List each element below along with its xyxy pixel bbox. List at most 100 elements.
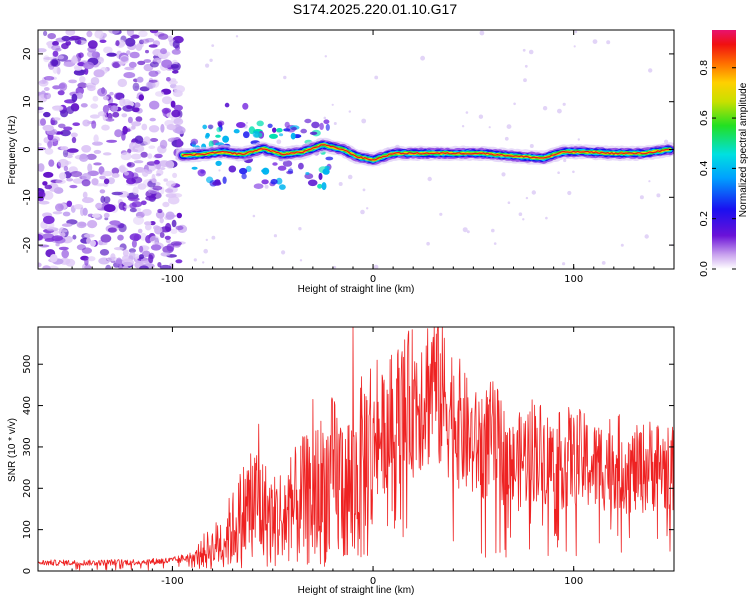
noise-dot xyxy=(506,124,512,129)
noise-blob xyxy=(87,170,99,177)
noise-dot xyxy=(557,171,560,174)
noise-blob xyxy=(75,92,83,99)
noise-blob xyxy=(92,95,99,102)
noise-blob xyxy=(103,204,116,213)
noise-blob xyxy=(128,61,137,68)
noise-blob xyxy=(72,234,77,240)
transition-blob xyxy=(241,173,247,180)
noise-blob xyxy=(149,61,159,68)
noise-blob xyxy=(160,252,171,257)
noise-dot xyxy=(420,55,425,61)
noise-blob xyxy=(140,200,147,206)
noise-blob xyxy=(137,228,143,234)
transition-blob xyxy=(277,165,287,171)
noise-dot xyxy=(426,241,430,246)
noise-blob xyxy=(161,96,173,105)
noise-blob xyxy=(132,186,139,196)
noise-blob xyxy=(86,237,91,244)
noise-blob xyxy=(107,177,115,185)
noise-blob xyxy=(129,202,137,209)
noise-dot xyxy=(298,227,302,231)
noise-blob xyxy=(38,200,50,205)
noise-blob xyxy=(63,126,73,131)
transition-blob xyxy=(282,160,293,167)
noise-blob xyxy=(82,119,91,127)
noise-blob xyxy=(170,100,176,108)
noise-blob xyxy=(153,159,160,165)
noise-blob xyxy=(175,225,184,231)
noise-blob xyxy=(148,125,160,133)
noise-blob xyxy=(61,249,69,259)
noise-dot xyxy=(347,174,353,180)
noise-blob xyxy=(90,103,99,109)
noise-blob xyxy=(93,69,105,78)
x-tick-label: 0 xyxy=(370,274,376,285)
noise-blob xyxy=(49,254,58,263)
noise-blob xyxy=(42,233,55,240)
noise-blob xyxy=(83,61,95,70)
noise-blob xyxy=(121,258,134,267)
transition-blob xyxy=(317,183,323,189)
noise-blob xyxy=(175,126,186,135)
noise-blob xyxy=(126,162,135,168)
noise-blob xyxy=(99,249,110,256)
noise-blob xyxy=(165,188,174,193)
colorbar-tick-label: 0.0 xyxy=(699,261,710,277)
noise-blob xyxy=(145,49,149,54)
noise-blob xyxy=(47,33,56,40)
colorbar-tick-label: 0.8 xyxy=(699,60,710,76)
noise-blob xyxy=(38,234,44,241)
noise-dot xyxy=(493,242,497,245)
noise-blob xyxy=(38,262,42,268)
noise-blob xyxy=(42,265,51,269)
noise-blob xyxy=(60,129,71,137)
noise-dot xyxy=(656,193,661,198)
noise-blob xyxy=(71,93,78,102)
noise-blob xyxy=(113,92,124,100)
noise-dot xyxy=(373,264,379,269)
noise-blob xyxy=(76,221,87,229)
noise-blob xyxy=(83,233,95,238)
noise-blob xyxy=(121,113,128,118)
noise-blob xyxy=(97,87,108,97)
noise-blob xyxy=(48,182,59,192)
noise-blob xyxy=(79,154,89,162)
transition-blob xyxy=(279,184,286,190)
transition-blob xyxy=(212,181,222,186)
snr-ylabel: SNR (10 * v/v) xyxy=(7,418,18,482)
noise-dot xyxy=(545,216,548,220)
transition-blob xyxy=(224,102,230,108)
transition-blob xyxy=(222,176,227,184)
noise-blob xyxy=(161,59,173,68)
transition-blob xyxy=(190,138,199,145)
noise-blob xyxy=(84,67,89,75)
noise-blob xyxy=(43,111,51,118)
noise-dot xyxy=(246,121,248,124)
noise-blob xyxy=(139,232,147,241)
transition-blob xyxy=(319,122,324,130)
noise-blob xyxy=(90,77,100,85)
transition-blob xyxy=(291,127,297,131)
noise-blob xyxy=(134,102,141,108)
noise-blob xyxy=(171,49,181,55)
noise-blob xyxy=(94,30,104,39)
transition-blob xyxy=(222,135,230,143)
noise-dot xyxy=(644,234,649,239)
noise-blob xyxy=(126,30,134,37)
noise-blob xyxy=(118,61,126,65)
transition-blob xyxy=(309,131,318,135)
noise-blob xyxy=(112,62,120,69)
noise-dot xyxy=(524,64,528,68)
noise-blob xyxy=(43,57,55,60)
noise-blob xyxy=(145,81,156,89)
noise-blob xyxy=(40,118,46,126)
transition-blob xyxy=(321,182,327,191)
noise-blob xyxy=(111,173,120,178)
noise-dot xyxy=(218,169,221,172)
noise-blob xyxy=(122,265,129,269)
noise-blob xyxy=(135,116,143,122)
noise-blob xyxy=(58,246,69,251)
noise-blob xyxy=(145,235,152,244)
noise-dot xyxy=(466,230,470,234)
noise-blob xyxy=(163,178,168,182)
